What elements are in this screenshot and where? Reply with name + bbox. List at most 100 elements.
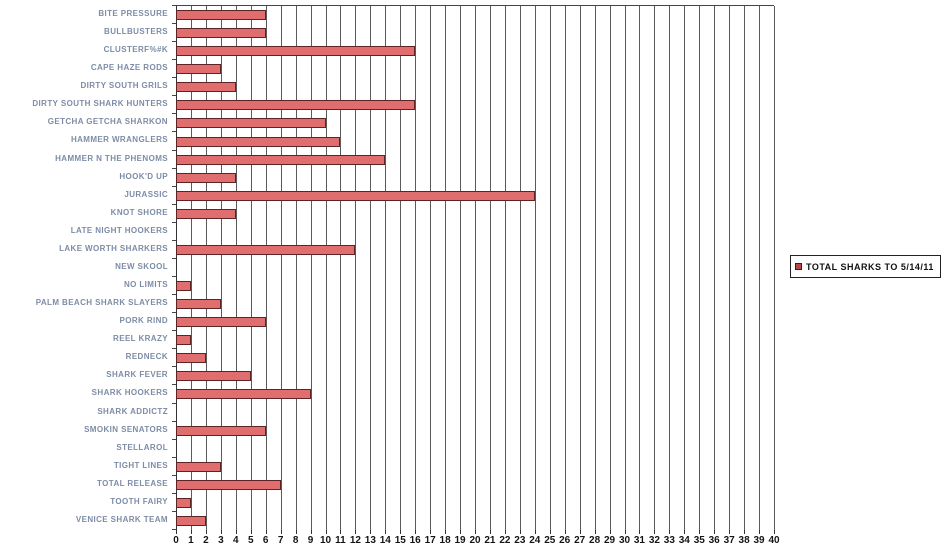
gridline [221,6,222,530]
x-axis-tick [610,530,611,534]
x-tick-label: 20 [469,535,481,546]
x-axis-tick [221,530,222,534]
x-tick-label: 0 [173,535,179,546]
gridline [296,6,297,530]
y-axis-tick [172,167,176,169]
category-label: TOTAL RELEASE [97,478,168,488]
legend: TOTAL SHARKS TO 5/14/11 [790,255,941,278]
x-axis-tick [311,530,312,534]
y-axis-tick [172,474,176,476]
bar [176,46,416,57]
y-axis-tick [172,492,176,494]
bar [176,172,236,183]
x-tick-label: 19 [454,535,466,546]
x-tick-label: 17 [424,535,436,546]
x-tick-label: 18 [439,535,451,546]
x-tick-label: 14 [379,535,391,546]
y-axis-line [176,6,177,530]
x-tick-label: 37 [723,535,735,546]
y-axis-tick [172,23,176,25]
y-axis-tick [172,203,176,205]
x-tick-label: 1 [188,535,194,546]
x-tick-label: 10 [319,535,332,546]
bar [176,28,266,39]
category-label: SMOKIN SENATORS [84,424,168,434]
y-axis-tick [172,384,176,386]
gridline [326,6,327,530]
bar [176,154,386,165]
bar [176,515,206,526]
gridline [595,6,596,530]
bar [176,371,251,382]
category-label: BULLBUSTERS [104,27,168,37]
x-axis-tick [266,530,267,534]
category-label: STELLAROL [116,442,168,452]
gridline [281,6,282,530]
y-axis-tick [172,95,176,97]
category-label: REDNECK [125,352,168,362]
x-axis-tick [550,530,551,534]
x-axis-tick [415,530,416,534]
x-tick-label: 8 [292,535,299,546]
x-axis-tick [699,530,700,534]
gridline [580,6,581,530]
category-label: REEL KRAZY [113,334,168,344]
x-axis-tick [520,530,521,534]
x-tick-label: 30 [618,535,631,546]
x-tick-label: 40 [768,535,780,546]
x-tick-label: 21 [484,535,496,546]
x-tick-label: 26 [559,535,571,546]
x-axis-tick [430,530,431,534]
x-tick-label: 34 [678,535,690,546]
gridline [266,6,267,530]
category-label: JURASSIC [124,189,168,199]
legend-series-label: TOTAL SHARKS TO 5/14/11 [806,261,934,272]
x-axis-tick [535,530,536,534]
y-axis-tick [172,77,176,79]
x-tick-label: 3 [218,535,224,546]
bar [176,208,236,219]
category-label: TIGHT LINES [113,460,168,470]
x-tick-label: 25 [544,535,556,546]
x-axis-tick [714,530,715,534]
x-tick-label: 32 [648,535,660,546]
x-tick-label: 28 [589,535,601,546]
x-tick-label: 7 [277,535,284,546]
x-axis-tick [400,530,401,534]
category-label: TOOTH FAIRY [110,496,168,506]
gridline [610,6,611,530]
gridline [625,6,626,530]
category-label: BITE PRESSURE [98,9,168,18]
x-axis-tick [251,530,252,534]
x-tick-label: 2 [203,535,209,546]
y-axis-category-labels: BITE PRESSURE BULLBUSTERS CLUSTERF%#K CAPE … [0,5,168,529]
gridline [505,6,506,530]
y-axis-tick [172,529,176,530]
gridline [340,6,341,530]
gridline [370,6,371,530]
category-label: LAKE WORTH SHARKERS [59,243,168,253]
x-axis-tick [505,530,506,534]
y-axis-tick [172,257,176,259]
y-axis-tick [172,438,176,440]
x-tick-label: 29 [603,535,616,546]
x-tick-label: 22 [499,535,511,546]
category-label: GETCHA GETCHA SHARKON [47,117,168,127]
x-tick-label: 9 [307,535,314,546]
x-tick-label: 33 [663,535,675,546]
gridline [191,6,192,530]
gridline [206,6,207,530]
y-axis-tick [172,294,176,296]
category-label: KNOT SHORE [110,207,168,217]
bar [176,425,266,436]
x-tick-label: 11 [335,535,346,546]
x-axis-tick [236,530,237,534]
y-axis-tick [172,312,176,314]
bar [176,389,311,400]
bar [176,10,266,21]
gridline [535,6,536,530]
category-label: SHARK HOOKERS [91,388,168,398]
x-axis-tick [176,530,177,534]
gridline [445,6,446,530]
x-tick-label: 23 [514,535,526,546]
